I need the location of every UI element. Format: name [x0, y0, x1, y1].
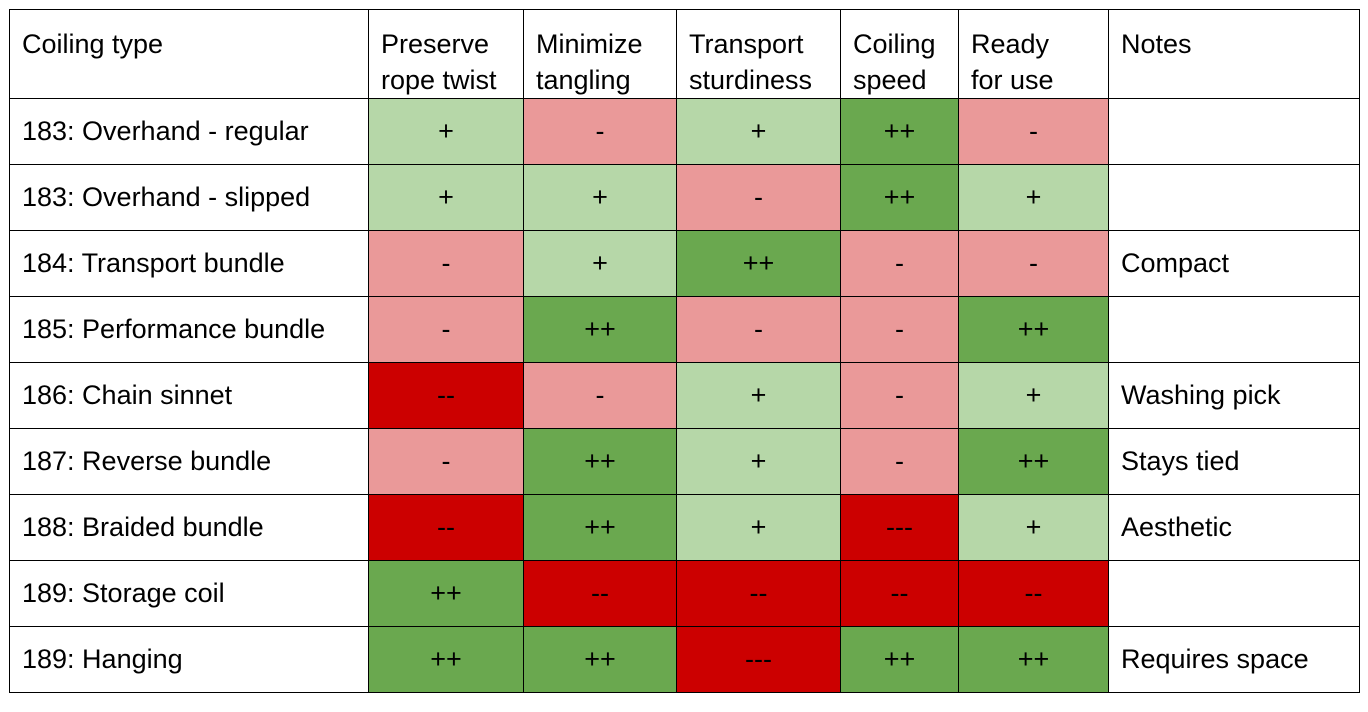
coiling-type-cell: 183: Overhand - regular [9, 98, 369, 165]
notes-cell [1108, 560, 1360, 627]
notes-cell [1108, 164, 1360, 231]
notes-cell: Stays tied [1108, 428, 1360, 495]
rating-cell-ready-for-use: ++ [958, 428, 1109, 495]
rating-cell-ready-for-use: + [958, 362, 1109, 429]
rating-cell-ready-for-use: ++ [958, 296, 1109, 363]
notes-cell [1108, 296, 1360, 363]
rating-cell-coiling-speed: -- [840, 560, 959, 627]
table-row: 185: Performance bundle - ++ - - ++ [9, 296, 1360, 363]
table-row: 189: Storage coil ++ -- -- -- -- [9, 560, 1360, 627]
rating-cell-minimize-tangling: ++ [523, 626, 677, 693]
rating-cell-minimize-tangling: + [523, 164, 677, 231]
rating-cell-preserve-rope-twist: -- [368, 362, 524, 429]
rating-cell-coiling-speed: - [840, 230, 959, 297]
coiling-type-cell: 186: Chain sinnet [9, 362, 369, 429]
table-row: 188: Braided bundle -- ++ + --- + Aesthetic [9, 494, 1360, 561]
rating-cell-preserve-rope-twist: -- [368, 494, 524, 561]
rating-cell-ready-for-use: -- [958, 560, 1109, 627]
rating-cell-coiling-speed: ++ [840, 626, 959, 693]
table-row: 183: Overhand - slipped + + - ++ + [9, 164, 1360, 231]
header-transport-sturdiness: Transport sturdiness [676, 9, 841, 99]
rating-cell-transport-sturdiness: -- [676, 560, 841, 627]
rating-cell-minimize-tangling: -- [523, 560, 677, 627]
rating-cell-transport-sturdiness: + [676, 428, 841, 495]
rating-cell-coiling-speed: - [840, 362, 959, 429]
table-row: 187: Reverse bundle - ++ + - ++ Stays tied [9, 428, 1360, 495]
rating-cell-transport-sturdiness: ++ [676, 230, 841, 297]
rating-cell-preserve-rope-twist: ++ [368, 560, 524, 627]
rating-cell-ready-for-use: ++ [958, 626, 1109, 693]
rating-cell-preserve-rope-twist: - [368, 230, 524, 297]
header-preserve-rope-twist: Preserve rope twist [368, 9, 524, 99]
rating-cell-transport-sturdiness: + [676, 98, 841, 165]
rating-cell-ready-for-use: + [958, 494, 1109, 561]
rating-cell-ready-for-use: - [958, 230, 1109, 297]
rating-cell-coiling-speed: - [840, 428, 959, 495]
coiling-type-cell: 184: Transport bundle [9, 230, 369, 297]
rating-cell-coiling-speed: - [840, 296, 959, 363]
rating-cell-preserve-rope-twist: + [368, 164, 524, 231]
header-minimize-tangling: Minimize tangling [523, 9, 677, 99]
table-row: 183: Overhand - regular + - + ++ - [9, 98, 1360, 165]
header-coiling-type: Coiling type [9, 9, 369, 99]
coiling-comparison-table: Coiling type Preserve rope twist Minimize… [9, 9, 1360, 693]
header-coiling-speed: Coiling speed [840, 9, 959, 99]
notes-cell: Washing pick [1108, 362, 1360, 429]
table-row: 184: Transport bundle - + ++ - - Compact [9, 230, 1360, 297]
header-ready-for-use: Ready for use [958, 9, 1109, 99]
rating-cell-minimize-tangling: + [523, 230, 677, 297]
rating-cell-minimize-tangling: - [523, 98, 677, 165]
header-notes: Notes [1108, 9, 1360, 99]
table-row: 186: Chain sinnet -- - + - + Washing pick [9, 362, 1360, 429]
rating-cell-coiling-speed: --- [840, 494, 959, 561]
rating-cell-preserve-rope-twist: + [368, 98, 524, 165]
rating-cell-coiling-speed: ++ [840, 98, 959, 165]
notes-cell [1108, 98, 1360, 165]
rating-cell-minimize-tangling: ++ [523, 494, 677, 561]
rating-cell-transport-sturdiness: + [676, 362, 841, 429]
rating-cell-preserve-rope-twist: - [368, 296, 524, 363]
rating-cell-preserve-rope-twist: - [368, 428, 524, 495]
rating-cell-minimize-tangling: - [523, 362, 677, 429]
coiling-type-cell: 187: Reverse bundle [9, 428, 369, 495]
rating-cell-transport-sturdiness: - [676, 296, 841, 363]
rating-cell-minimize-tangling: ++ [523, 428, 677, 495]
rating-cell-coiling-speed: ++ [840, 164, 959, 231]
rating-cell-ready-for-use: - [958, 98, 1109, 165]
notes-cell: Compact [1108, 230, 1360, 297]
rating-cell-transport-sturdiness: - [676, 164, 841, 231]
rating-cell-transport-sturdiness: --- [676, 626, 841, 693]
rating-cell-ready-for-use: + [958, 164, 1109, 231]
coiling-type-cell: 183: Overhand - slipped [9, 164, 369, 231]
rating-cell-minimize-tangling: ++ [523, 296, 677, 363]
rating-cell-transport-sturdiness: + [676, 494, 841, 561]
notes-cell: Requires space [1108, 626, 1360, 693]
table-row: 189: Hanging ++ ++ --- ++ ++ Requires space [9, 626, 1360, 693]
coiling-type-cell: 188: Braided bundle [9, 494, 369, 561]
rating-cell-preserve-rope-twist: ++ [368, 626, 524, 693]
coiling-type-cell: 189: Storage coil [9, 560, 369, 627]
coiling-type-cell: 189: Hanging [9, 626, 369, 693]
header-row: Coiling type Preserve rope twist Minimize… [9, 9, 1360, 99]
coiling-type-cell: 185: Performance bundle [9, 296, 369, 363]
notes-cell: Aesthetic [1108, 494, 1360, 561]
